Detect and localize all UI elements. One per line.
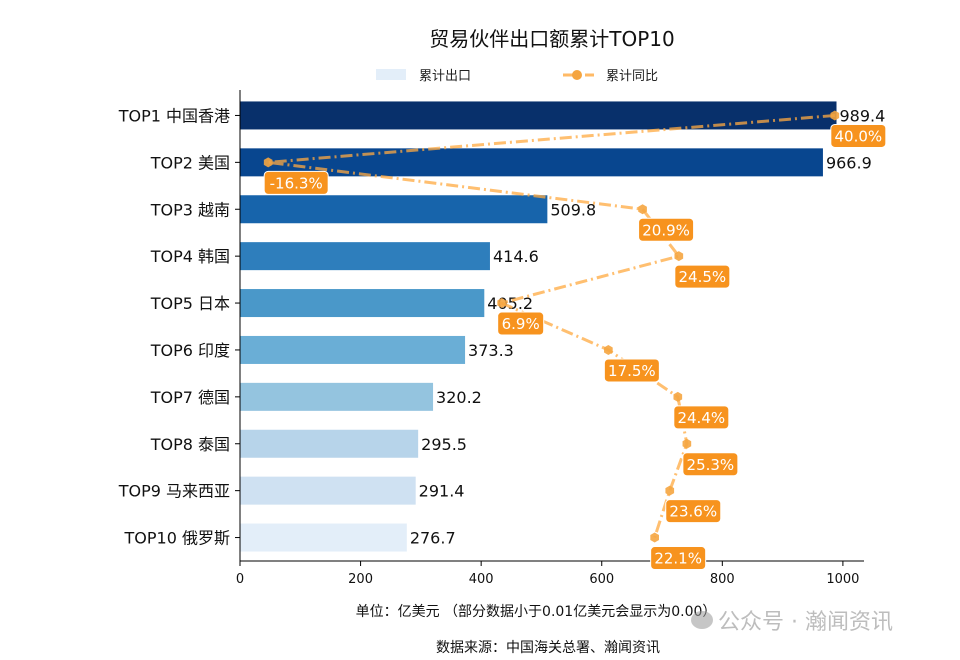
yoy-label-box bbox=[665, 499, 722, 524]
category-labels: TOP1 中国香港 TOP2 美国 TOP3 越南 TOP4 韩国 TOP5 日本 TOP… bbox=[118, 106, 240, 548]
legend: 累计出口 累计同比 bbox=[376, 69, 658, 84]
legend-bar-label: 累计出口 bbox=[419, 69, 471, 84]
x-tick-label: 600 bbox=[589, 572, 614, 587]
yoy-marker bbox=[674, 251, 684, 262]
bar bbox=[240, 148, 823, 177]
x-axis-label: 单位：亿美元 （部分数据小于0.01亿美元会显示为0.00） bbox=[356, 604, 717, 620]
bars: 989.4 966.9 509.8 414.6 405.2 373.3 320.2 295.5… bbox=[240, 101, 886, 552]
x-axis: 0 200 400 600 800 1000 bbox=[236, 90, 864, 587]
source-note: 数据来源：中国海关总署、瀚闻资讯 bbox=[436, 640, 660, 656]
bar-value-label: 276.7 bbox=[410, 529, 456, 548]
bar-value-label: 295.5 bbox=[421, 435, 467, 454]
category-label: TOP9 马来西亚 bbox=[118, 482, 230, 501]
category-label: TOP5 日本 bbox=[150, 294, 230, 313]
yoy-line-path bbox=[267, 113, 835, 539]
category-label: TOP7 德国 bbox=[150, 388, 230, 407]
yoy-value-label: 20.9% bbox=[642, 221, 690, 239]
yoy-value-label: 25.3% bbox=[687, 456, 735, 474]
bar-value-label: 989.4 bbox=[840, 106, 886, 125]
bar-value-label: 373.3 bbox=[468, 341, 514, 360]
bar bbox=[240, 382, 434, 411]
yoy-marker bbox=[497, 298, 507, 309]
category-label: TOP1 中国香港 bbox=[118, 106, 230, 125]
category-label: TOP2 美国 bbox=[150, 153, 230, 172]
yoy-value-label: 40.0% bbox=[834, 127, 882, 145]
bar bbox=[240, 429, 419, 458]
yoy-label-box bbox=[650, 546, 707, 571]
yoy-label-box bbox=[674, 264, 731, 289]
legend-line-marker bbox=[572, 70, 582, 80]
yoy-value-label: 17.5% bbox=[608, 362, 656, 380]
yoy-label-box bbox=[497, 311, 545, 336]
yoy-value-label: 24.5% bbox=[678, 268, 726, 286]
bar-value-label: 291.4 bbox=[419, 482, 465, 501]
yoy-line: 40.0% -16.3% 20.9% 24.5% 6.9% 17.5% 24.4% 25.3%… bbox=[263, 110, 887, 571]
x-tick-label: 1000 bbox=[826, 572, 859, 587]
x-tick-label: 0 bbox=[236, 572, 244, 587]
yoy-marker bbox=[673, 391, 683, 402]
yoy-marker bbox=[682, 438, 692, 449]
category-label: TOP10 俄罗斯 bbox=[124, 529, 230, 548]
watermark: 公众号 · 瀚闻资讯 bbox=[691, 610, 893, 635]
yoy-label-box bbox=[830, 123, 887, 148]
legend-line-label: 累计同比 bbox=[606, 69, 658, 84]
yoy-marker bbox=[665, 485, 675, 496]
bar bbox=[240, 335, 466, 364]
yoy-marker bbox=[604, 344, 613, 355]
wechat-icon bbox=[691, 611, 713, 629]
yoy-label-box bbox=[673, 405, 730, 430]
bar bbox=[240, 476, 416, 505]
bar bbox=[240, 289, 485, 318]
watermark-text: 公众号 · 瀚闻资讯 bbox=[718, 610, 893, 635]
chart-title: 贸易伙伴出口额累计TOP10 bbox=[429, 27, 674, 51]
bar-value-label: 405.2 bbox=[487, 294, 533, 313]
bar-value-label: 966.9 bbox=[826, 153, 872, 172]
category-label: TOP3 越南 bbox=[150, 200, 230, 219]
yoy-value-label: 6.9% bbox=[502, 315, 540, 333]
yoy-marker bbox=[650, 532, 659, 543]
bar-value-label: 414.6 bbox=[493, 247, 539, 266]
yoy-label-box bbox=[603, 358, 660, 383]
x-tick-label: 200 bbox=[348, 572, 373, 587]
category-label: TOP8 泰国 bbox=[150, 435, 230, 454]
yoy-marker bbox=[830, 110, 840, 121]
category-label: TOP4 韩国 bbox=[150, 247, 230, 266]
category-label: TOP6 印度 bbox=[150, 341, 230, 360]
yoy-value-label: 22.1% bbox=[654, 550, 702, 568]
bar-value-label: 320.2 bbox=[436, 388, 482, 407]
x-tick-label: 400 bbox=[469, 572, 494, 587]
bar bbox=[240, 523, 407, 552]
yoy-label-box bbox=[263, 170, 329, 195]
yoy-value-label: 23.6% bbox=[669, 503, 717, 521]
bar-value-label: 509.8 bbox=[550, 200, 596, 219]
yoy-value-label: -16.3% bbox=[270, 174, 323, 192]
yoy-marker bbox=[263, 157, 273, 168]
yoy-label-box bbox=[682, 452, 739, 477]
bar bbox=[240, 195, 548, 224]
bar bbox=[240, 242, 490, 271]
yoy-label-box bbox=[638, 217, 695, 242]
yoy-value-label: 24.4% bbox=[677, 409, 725, 427]
bar bbox=[240, 101, 837, 130]
x-tick-label: 800 bbox=[710, 572, 735, 587]
yoy-marker bbox=[638, 204, 647, 215]
legend-bar-swatch bbox=[376, 69, 406, 80]
